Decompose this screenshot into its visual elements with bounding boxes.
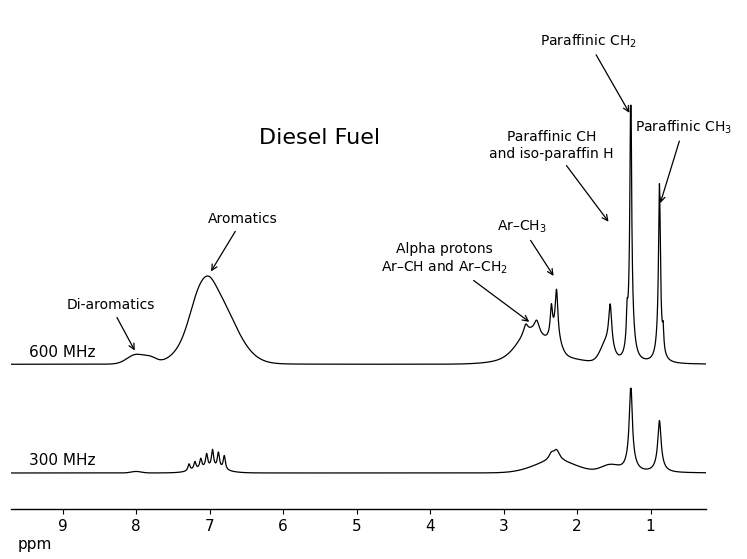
Text: Ar–CH$_3$: Ar–CH$_3$	[497, 219, 553, 275]
Text: Alpha protons
Ar–CH and Ar–CH$_2$: Alpha protons Ar–CH and Ar–CH$_2$	[382, 242, 528, 321]
Text: Di-aromatics: Di-aromatics	[66, 299, 155, 349]
Text: Paraffinic CH$_3$: Paraffinic CH$_3$	[635, 119, 732, 202]
Text: Paraffinic CH$_2$: Paraffinic CH$_2$	[540, 32, 636, 112]
Text: 600 MHz: 600 MHz	[29, 345, 96, 360]
Text: Aromatics: Aromatics	[208, 212, 278, 270]
Text: ppm: ppm	[18, 537, 52, 552]
Text: 300 MHz: 300 MHz	[29, 453, 96, 468]
Text: Paraffinic CH
and iso-paraffin H: Paraffinic CH and iso-paraffin H	[489, 130, 613, 221]
Text: Diesel Fuel: Diesel Fuel	[259, 128, 380, 148]
